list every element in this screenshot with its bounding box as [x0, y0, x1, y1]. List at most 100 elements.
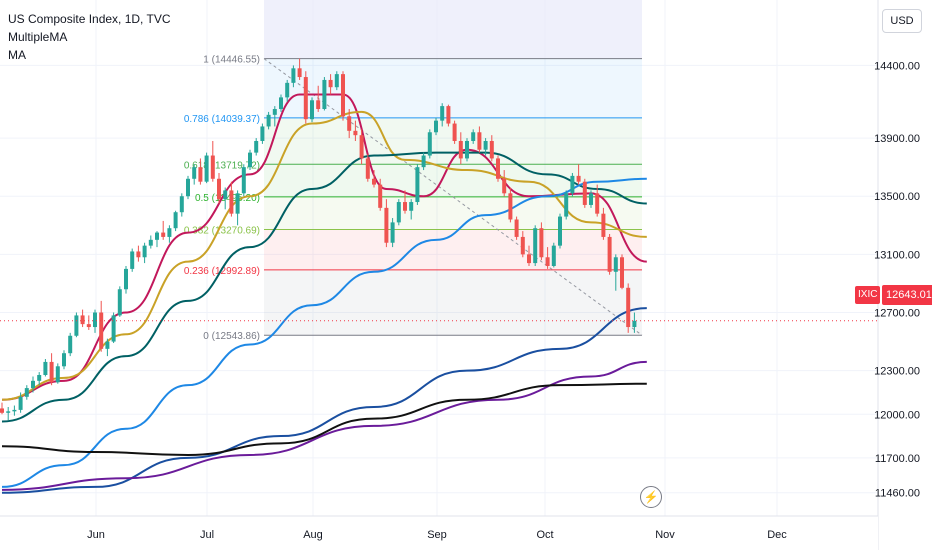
candle-body: [378, 184, 383, 208]
fib-level-label: 0.236 (12992.89): [184, 266, 260, 277]
candle: [136, 245, 141, 262]
price-tick-label: 11460.00: [875, 488, 920, 500]
candle: [105, 338, 110, 357]
candle: [291, 65, 296, 88]
fib-level-label: 0.618 (13719.72): [184, 160, 260, 171]
time-tick-label: Nov: [655, 529, 675, 541]
candle-body: [465, 140, 469, 159]
candle: [409, 199, 414, 220]
candle-body: [204, 155, 209, 182]
candle: [43, 359, 48, 377]
candle: [24, 385, 29, 400]
indicator-multiplema[interactable]: MultipleMA: [8, 30, 68, 44]
moving-average-line: [1, 177, 647, 488]
candle: [347, 109, 352, 139]
candle: [576, 164, 581, 185]
symbol-title[interactable]: US Composite Index, 1D, TVC: [8, 12, 171, 26]
price-tick-label: 14400.00: [874, 60, 920, 72]
candle: [316, 85, 321, 112]
indicator-ma[interactable]: MA: [8, 48, 26, 62]
candle: [124, 265, 128, 294]
candle: [446, 104, 451, 127]
candle: [589, 190, 593, 208]
fib-level-label: 0.786 (14039.37): [184, 114, 260, 125]
candle: [155, 231, 159, 248]
fibonacci-retracement[interactable]: 1 (14446.55) 0.786 (14039.37) 0.618 (13719…: [184, 0, 643, 342]
price-tick-label: 12700.00: [874, 308, 920, 320]
candle-body: [279, 97, 283, 110]
candle-body: [303, 77, 308, 120]
candle-body: [489, 140, 494, 159]
candle-body: [496, 158, 500, 179]
candle: [142, 242, 147, 264]
candle-body: [223, 190, 228, 200]
candle-body: [347, 116, 352, 131]
lightning-icon[interactable]: ⚡: [640, 486, 662, 508]
candle-body: [260, 126, 265, 141]
candle: [148, 235, 153, 249]
ticker-badge: IXIC: [855, 286, 881, 304]
candle: [489, 135, 494, 162]
candle: [601, 207, 606, 240]
candle-body: [620, 257, 624, 288]
candle: [545, 247, 550, 269]
candle-body: [471, 132, 476, 141]
candle-body: [117, 289, 122, 316]
fib-level-label: 0.5 (13495.20): [195, 193, 260, 204]
candle: [260, 123, 265, 144]
candle-body: [477, 132, 482, 150]
candle-body: [545, 257, 550, 266]
candle-body: [291, 68, 296, 83]
fib-zone: [264, 196, 642, 230]
candle-body: [458, 140, 463, 159]
candle: [310, 97, 314, 123]
candle: [434, 117, 438, 136]
candle: [31, 376, 35, 393]
candle: [0, 402, 4, 415]
candle-body: [582, 181, 587, 205]
candle: [223, 187, 228, 210]
candle: [49, 353, 54, 386]
candle: [328, 74, 333, 95]
candle-body: [589, 193, 593, 205]
candle: [167, 225, 172, 243]
candle: [62, 350, 66, 370]
candle: [55, 363, 60, 384]
candle-body: [551, 245, 556, 266]
candle-body: [272, 109, 277, 115]
candle: [266, 111, 271, 130]
candle-body: [341, 74, 345, 117]
fib-extension-zone: [264, 0, 642, 59]
candle: [471, 129, 476, 144]
candle: [558, 213, 562, 249]
candle: [372, 170, 376, 188]
fib-level-label: 0.382 (13270.69): [184, 226, 260, 237]
candle: [37, 372, 42, 386]
candle: [186, 175, 190, 200]
candle-body: [86, 324, 91, 328]
candle-body: [148, 239, 153, 246]
candle: [111, 312, 116, 344]
candle: [502, 170, 507, 197]
candle: [458, 132, 463, 165]
candle: [520, 231, 525, 258]
candle-body: [43, 361, 48, 376]
candle: [272, 106, 277, 127]
candle-body: [310, 100, 314, 120]
candle-body: [334, 74, 339, 88]
candle-body: [316, 100, 321, 110]
currency-button[interactable]: USD: [882, 9, 922, 33]
candle: [192, 164, 197, 185]
candle-body: [37, 375, 42, 381]
candle: [235, 190, 240, 226]
candle-body: [372, 178, 376, 185]
candle-body: [62, 353, 66, 367]
candle-body: [179, 196, 184, 213]
candle: [564, 190, 569, 220]
candle-body: [68, 335, 73, 354]
candle-body: [539, 228, 544, 258]
candle-body: [434, 120, 438, 133]
candle-body: [607, 236, 612, 272]
candle-body: [235, 193, 240, 214]
